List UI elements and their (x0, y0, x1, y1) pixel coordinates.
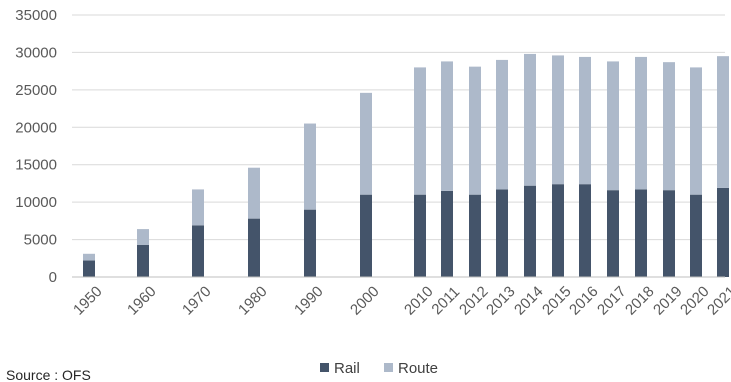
y-tick-label: 15000 (15, 157, 57, 174)
bar-route-1970 (192, 189, 204, 226)
bar-route-2017 (607, 61, 619, 191)
bar-rail-2016 (579, 184, 591, 277)
y-tick-label: 30000 (15, 44, 57, 61)
bar-rail-2018 (635, 189, 647, 277)
x-tick-label: 1950 (70, 283, 106, 319)
x-tick-label: 2018 (622, 283, 658, 319)
x-tick-label: 2014 (511, 283, 547, 319)
y-tick-label: 5000 (24, 232, 57, 249)
legend-route-swatch (384, 363, 393, 372)
x-tick-label: 1980 (235, 283, 271, 319)
bar-route-2011 (441, 61, 453, 191)
bar-rail-1980 (248, 218, 260, 277)
bar-route-2015 (552, 55, 564, 185)
bar-rail-2020 (690, 194, 702, 277)
x-tick-label: 1960 (124, 283, 160, 319)
bar-rail-2017 (607, 190, 619, 277)
bar-route-2021 (717, 56, 729, 188)
x-tick-label: 1990 (291, 283, 327, 319)
x-tick-label: 2019 (650, 283, 686, 319)
x-tick-label: 2012 (456, 283, 492, 319)
bar-rail-2014 (524, 185, 536, 277)
bar-route-1950 (83, 253, 95, 261)
bar-rail-2019 (663, 190, 675, 277)
bar-route-2020 (690, 67, 702, 195)
bar-route-2013 (496, 59, 508, 190)
bar-rail-2021 (717, 187, 729, 277)
bar-route-2019 (663, 62, 675, 191)
bar-rail-1990 (304, 209, 316, 277)
y-axis-ticks: 0 5000 10000 15000 20000 25000 30000 35000 (15, 7, 57, 286)
bar-rail-2000 (360, 194, 372, 277)
legend-rail-label: Rail (334, 360, 360, 377)
bar-rail-1960 (137, 244, 149, 277)
x-tick-label: 2011 (428, 283, 463, 318)
bar-route-2016 (579, 56, 591, 185)
x-tick-label: 1970 (179, 283, 215, 319)
gridlines (72, 14, 725, 241)
y-tick-label: 20000 (15, 119, 57, 136)
y-tick-label: 35000 (15, 7, 57, 24)
x-tick-label: 2015 (539, 283, 575, 319)
bars (83, 53, 729, 277)
x-tick-label: 2000 (347, 283, 383, 319)
bar-route-2000 (360, 92, 372, 195)
bar-route-2012 (469, 66, 481, 195)
x-tick-label: 2021 (704, 283, 731, 319)
bar-route-2018 (635, 56, 647, 190)
y-tick-label: 25000 (15, 82, 57, 99)
x-tick-label: 2017 (594, 283, 630, 319)
source-note: Source : OFS (6, 367, 91, 382)
bar-route-1980 (248, 167, 260, 219)
x-axis-ticks: 1950 1960 1970 1980 1990 2000 2010201120122013… (70, 283, 731, 319)
bar-rail-2011 (441, 190, 453, 277)
bar-route-2014 (524, 53, 536, 186)
bar-rail-1950 (83, 260, 95, 277)
bar-rail-2015 (552, 184, 564, 277)
bar-rail-2012 (469, 194, 481, 277)
bar-route-1960 (137, 229, 149, 245)
legend-route-label: Route (398, 360, 438, 377)
legend-rail-swatch (320, 363, 329, 372)
x-tick-label: 2020 (677, 283, 713, 319)
x-tick-label: 2010 (401, 283, 437, 319)
y-tick-label: 0 (49, 269, 57, 286)
x-tick-label: 2013 (483, 283, 519, 319)
bar-route-1990 (304, 123, 316, 210)
bar-rail-2010 (414, 194, 426, 277)
y-tick-label: 10000 (15, 194, 57, 211)
bar-rail-1970 (192, 225, 204, 277)
legend: Rail Route (320, 360, 438, 377)
x-tick-label: 2016 (566, 283, 602, 319)
bar-route-2010 (414, 67, 426, 195)
bar-rail-2013 (496, 189, 508, 277)
